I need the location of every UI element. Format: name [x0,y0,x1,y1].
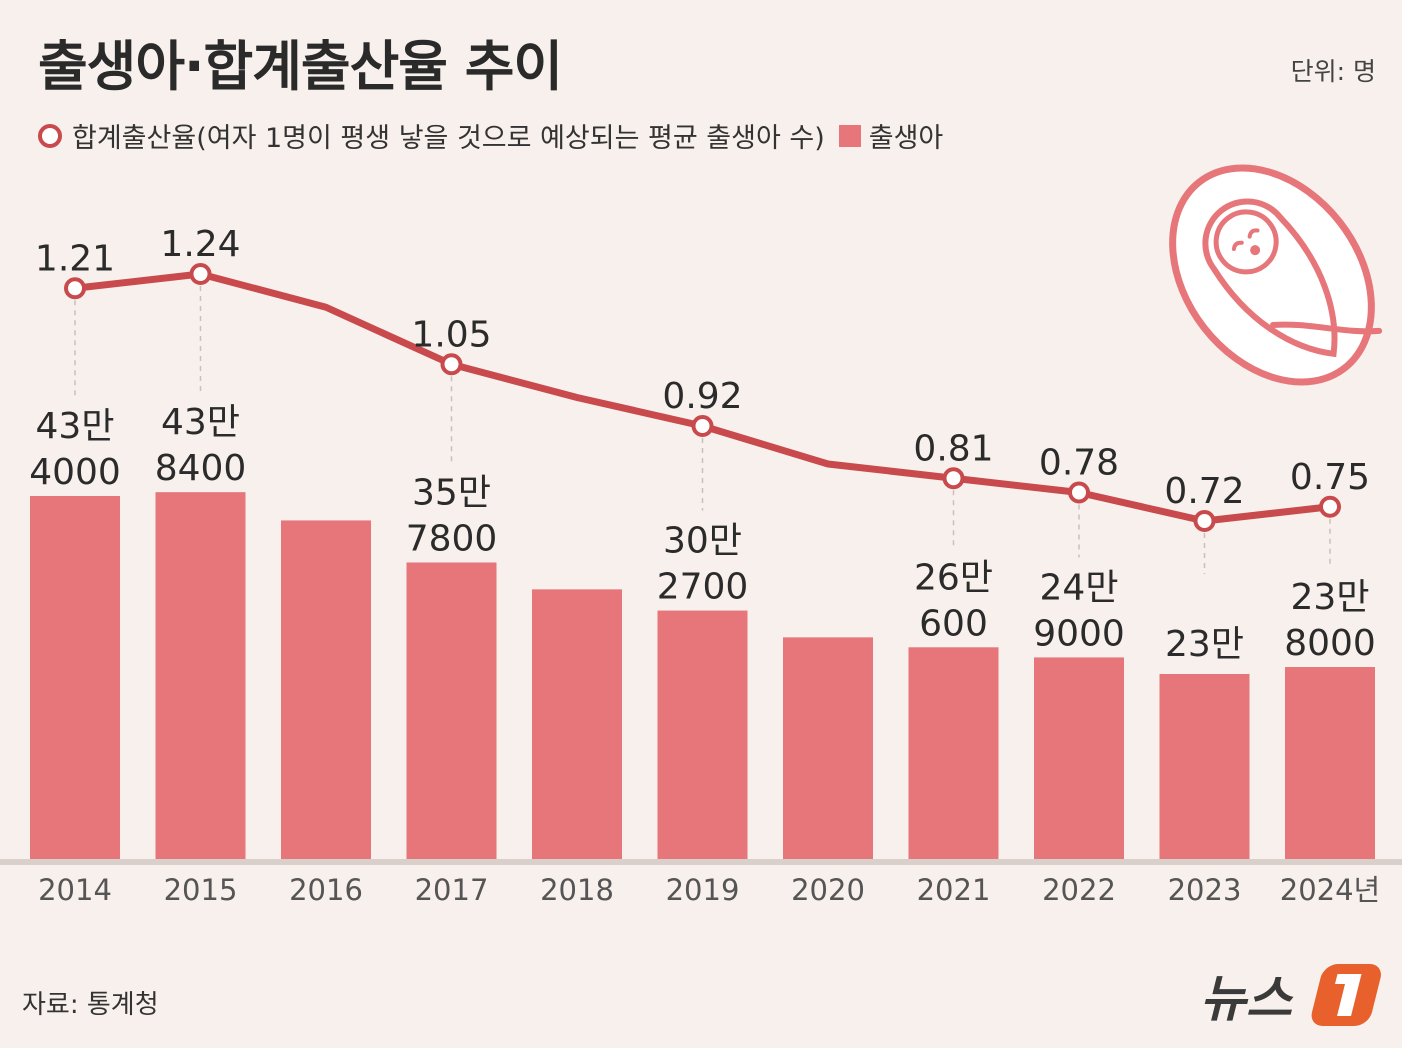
rate-label-2024년: 0.75 [1290,457,1370,498]
x-tick-label: 2015 [164,873,238,907]
bar-2024년 [1285,667,1375,862]
bar-2014 [30,496,120,862]
bar-2018 [532,589,622,862]
news1-logo: 뉴스 [1200,964,1381,1028]
rate-point-2022 [1068,481,1090,504]
rate-point-2014 [64,277,86,300]
x-tick-label: 2016 [289,873,363,907]
rate-point-2017 [440,353,463,376]
births-label-2019: 30만 2700 [657,521,749,608]
births-label-2014: 43만 4000 [29,406,121,493]
bar-2015 [155,492,246,862]
rate-point-2021 [942,467,965,490]
births-label-2021: 26만 600 [914,557,993,644]
x-tick-label: 2017 [415,873,489,907]
rate-label-2021: 0.81 [913,428,993,469]
bar-2021 [908,647,999,862]
rate-point-2019 [691,415,714,437]
x-tick-label: 2014 [38,873,112,907]
rate-label-2019: 0.92 [662,376,742,417]
births-label-2022: 24만 9000 [1033,567,1125,654]
rate-point-2023 [1193,510,1216,532]
rate-label-2017: 1.05 [411,314,491,355]
rate-point-2015 [189,263,212,285]
legend: 합계출산율(여자 1명이 평생 낳을 것으로 예상되는 평균 출생아 수) 출생… [38,116,943,155]
x-tick-label: 2018 [540,873,614,907]
x-tick-label: 2023 [1168,873,1242,907]
rate-label-2015: 1.24 [160,224,240,265]
x-tick-label: 2019 [666,873,740,907]
legend-rate-marker [38,123,62,148]
legend-rate-label: 합계출산율(여자 1명이 평생 낳을 것으로 예상되는 평균 출생아 수) [72,123,825,154]
bar-2019 [657,610,748,862]
source-label: 자료: 통계청 [22,990,159,1020]
rate-label-2014: 1.21 [35,238,115,279]
rate-label-2023: 0.72 [1164,471,1244,512]
bar-2023 [1159,674,1250,862]
rate-label-2022: 0.78 [1039,443,1119,484]
births-label-2015: 43만 8400 [155,402,247,489]
unit-label: 단위: 명 [1290,57,1376,86]
rate-point-2024년 [1319,495,1341,518]
bar-2020 [783,637,873,862]
logo-text: 뉴스 [1200,970,1294,1028]
bar-2016 [281,520,371,862]
births-label-2024년: 23만 8000 [1284,577,1376,664]
x-tick-label: 2024년 [1280,873,1380,907]
swaddled-baby-icon [1169,164,1383,386]
x-tick-label: 2022 [1042,873,1116,907]
bar-2022 [1034,657,1124,862]
legend-births-marker [838,124,861,147]
legend-births-label: 출생아 [868,123,944,154]
bar-2017 [406,562,497,862]
x-tick-label: 2020 [791,873,865,907]
births-label-2017: 35만 7800 [406,472,498,559]
births-label-2023: 23만 [1165,624,1244,665]
x-tick-label: 2021 [917,873,991,907]
chart-title: 출생아·합계출산율 추이 [38,35,563,98]
